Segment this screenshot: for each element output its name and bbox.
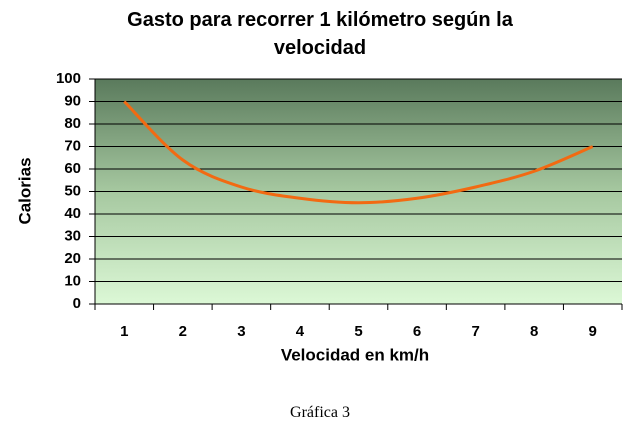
- caption: Gráfica 3: [290, 404, 350, 421]
- y-tick-label: 70: [64, 137, 81, 154]
- line: [123, 100, 594, 205]
- y-tick-label: 20: [64, 250, 81, 267]
- x-tick-label: 4: [296, 323, 305, 340]
- y-tick-label: 80: [64, 115, 81, 132]
- chart-title: Gasto para recorrer 1 kilómetro según la…: [127, 9, 513, 59]
- x-tick-label: 3: [237, 323, 245, 340]
- x-tick-label: 7: [471, 323, 479, 340]
- y-tick-label: 0: [73, 295, 81, 312]
- x-tick-label: 9: [589, 323, 597, 340]
- y-tick-label: 40: [64, 205, 81, 222]
- x-tick-label: 8: [530, 323, 538, 340]
- y-tick-label: 30: [64, 227, 81, 244]
- y-axis-label: Calorias: [15, 157, 34, 224]
- x-axis-label: Velocidad en km/h: [281, 345, 429, 364]
- y-tick-label: 90: [64, 92, 81, 109]
- y-tick-label: 100: [56, 70, 81, 87]
- x-tick-label: 2: [179, 323, 187, 340]
- chart: Velocidad en km/h Calorias 0 10 20 30 40 50 60…: [15, 70, 623, 364]
- y-tick-label: 10: [64, 272, 81, 289]
- x-tick-label: 5: [354, 323, 362, 340]
- x-tick-label: 6: [413, 323, 421, 340]
- y-tick-label: 50: [64, 182, 81, 199]
- y-tick-label: 60: [64, 160, 81, 177]
- x-tick-label: 1: [120, 323, 128, 340]
